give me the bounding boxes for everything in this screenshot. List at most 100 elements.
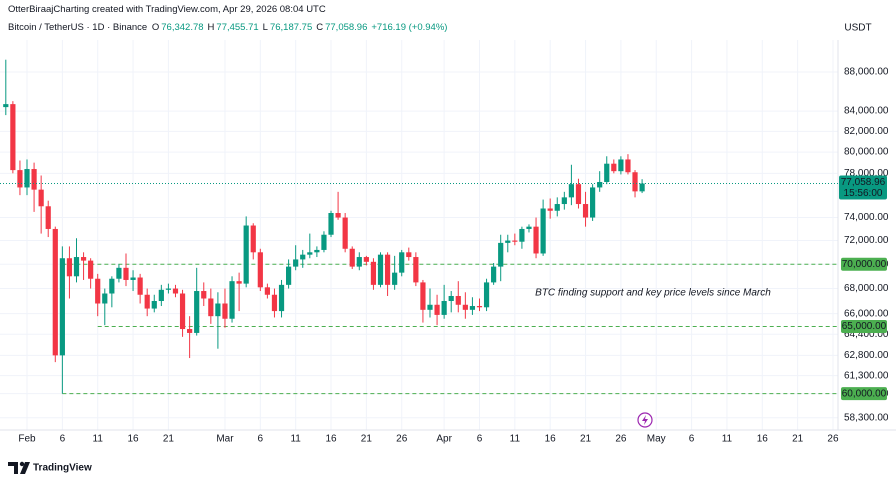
- candle-body: [590, 187, 596, 218]
- y-tick-label: 84,000.00: [844, 106, 889, 117]
- candle-body: [413, 257, 419, 283]
- candle-body: [476, 306, 483, 308]
- quote-key: L: [262, 22, 268, 33]
- candle-body: [455, 295, 461, 305]
- candle-body: [45, 206, 51, 229]
- x-tick-label: 16: [325, 434, 337, 445]
- x-tick-label: 6: [689, 434, 695, 445]
- candle-body: [165, 288, 172, 290]
- candle-body: [172, 288, 179, 294]
- candle-body: [17, 170, 23, 188]
- x-tick-label: Mar: [216, 434, 234, 445]
- candle-body: [278, 284, 285, 312]
- candle-body: [144, 294, 150, 309]
- candle-body: [554, 204, 560, 211]
- candle-body: [38, 189, 44, 207]
- x-tick-label: 26: [827, 434, 839, 445]
- level-label-box: [841, 257, 887, 271]
- candle-body: [462, 304, 468, 310]
- candle-body: [420, 282, 426, 310]
- candle-body: [73, 257, 80, 277]
- candle-body: [568, 184, 574, 198]
- candle-body: [137, 277, 143, 295]
- y-tick-label: 78,000.00: [844, 168, 889, 179]
- countdown: 15:56:00: [844, 188, 883, 199]
- symbol-line: Bitcoin / TetherUS · 1D · Binance O 76,34…: [8, 22, 451, 33]
- candle-body: [533, 226, 539, 254]
- candle-body: [604, 163, 610, 182]
- candle-body: [377, 254, 384, 285]
- candle-body: [575, 184, 582, 205]
- candle-body: [349, 248, 355, 267]
- x-tick-label: 6: [258, 434, 264, 445]
- x-tick-label: 11: [510, 434, 521, 445]
- candle-body: [498, 242, 504, 267]
- candle-body: [80, 257, 87, 261]
- x-tick-label: 11: [722, 434, 733, 445]
- candle-body: [222, 303, 228, 319]
- x-tick-label: May: [647, 434, 666, 445]
- annotation: BTC finding support and key price levels…: [535, 288, 771, 299]
- candle-body: [406, 252, 412, 258]
- candle-body: [257, 252, 263, 288]
- y-tick-label: 88,000.00: [844, 67, 889, 78]
- candle-body: [618, 159, 624, 172]
- candle-body: [10, 104, 16, 171]
- candle-body: [293, 259, 299, 267]
- candle-body: [271, 294, 278, 312]
- y-tick-label: 62,800.00: [844, 350, 889, 361]
- candle-body: [483, 282, 490, 308]
- quote-key: O: [151, 22, 160, 33]
- y-tick-label: 66,000.00: [844, 308, 889, 319]
- last-price-box: [839, 175, 887, 200]
- candle-body: [123, 267, 129, 280]
- candle-body: [448, 295, 454, 301]
- x-tick-label: 6: [477, 434, 483, 445]
- x-tick-label: 21: [580, 434, 592, 445]
- x-tick-label: 16: [127, 434, 139, 445]
- x-tick-label: 16: [545, 434, 557, 445]
- quote-key: C: [316, 22, 324, 33]
- candle-body: [547, 208, 553, 211]
- y-tick-label: 72,000.00: [844, 235, 889, 246]
- level-label: 70,000.00: [842, 259, 887, 270]
- candle-body: [95, 278, 101, 304]
- candle-body: [491, 266, 497, 283]
- candle-body: [399, 252, 405, 273]
- candle-body: [158, 289, 164, 301]
- candle-body: [307, 252, 313, 255]
- candle-body: [335, 213, 341, 218]
- candle-body: [384, 254, 391, 285]
- candle-body: [356, 257, 362, 267]
- candle-body: [194, 291, 200, 333]
- candle-body: [130, 277, 136, 280]
- candle-body: [314, 249, 320, 253]
- candle-body: [611, 163, 617, 172]
- candle-body: [427, 304, 433, 310]
- y-tick-label: 80,000.00: [844, 147, 889, 158]
- level-label-box: [841, 319, 887, 333]
- candle-body: [243, 225, 249, 284]
- candle-body: [179, 293, 186, 330]
- quote-value: 77,455.71: [216, 22, 259, 33]
- candle-body: [526, 226, 532, 229]
- x-tick-label: 26: [615, 434, 627, 445]
- candle-body: [300, 254, 306, 260]
- candle-body: [31, 169, 37, 190]
- candle-body: [582, 204, 589, 218]
- x-tick-label: 21: [163, 434, 175, 445]
- quote-change: +716.19 (+0.94%): [371, 22, 448, 33]
- candle-body: [215, 303, 221, 317]
- event-icon[interactable]: [637, 412, 653, 428]
- x-tick-label: 21: [361, 434, 373, 445]
- candle-body: [625, 159, 631, 173]
- candle-body: [201, 291, 207, 299]
- candle-body: [88, 260, 94, 279]
- candle-body: [102, 293, 108, 304]
- candle-body: [264, 287, 270, 295]
- candle-body: [540, 208, 546, 254]
- x-tick-label: 11: [93, 434, 104, 445]
- x-tick-label: 11: [290, 434, 301, 445]
- candle-body: [250, 225, 256, 253]
